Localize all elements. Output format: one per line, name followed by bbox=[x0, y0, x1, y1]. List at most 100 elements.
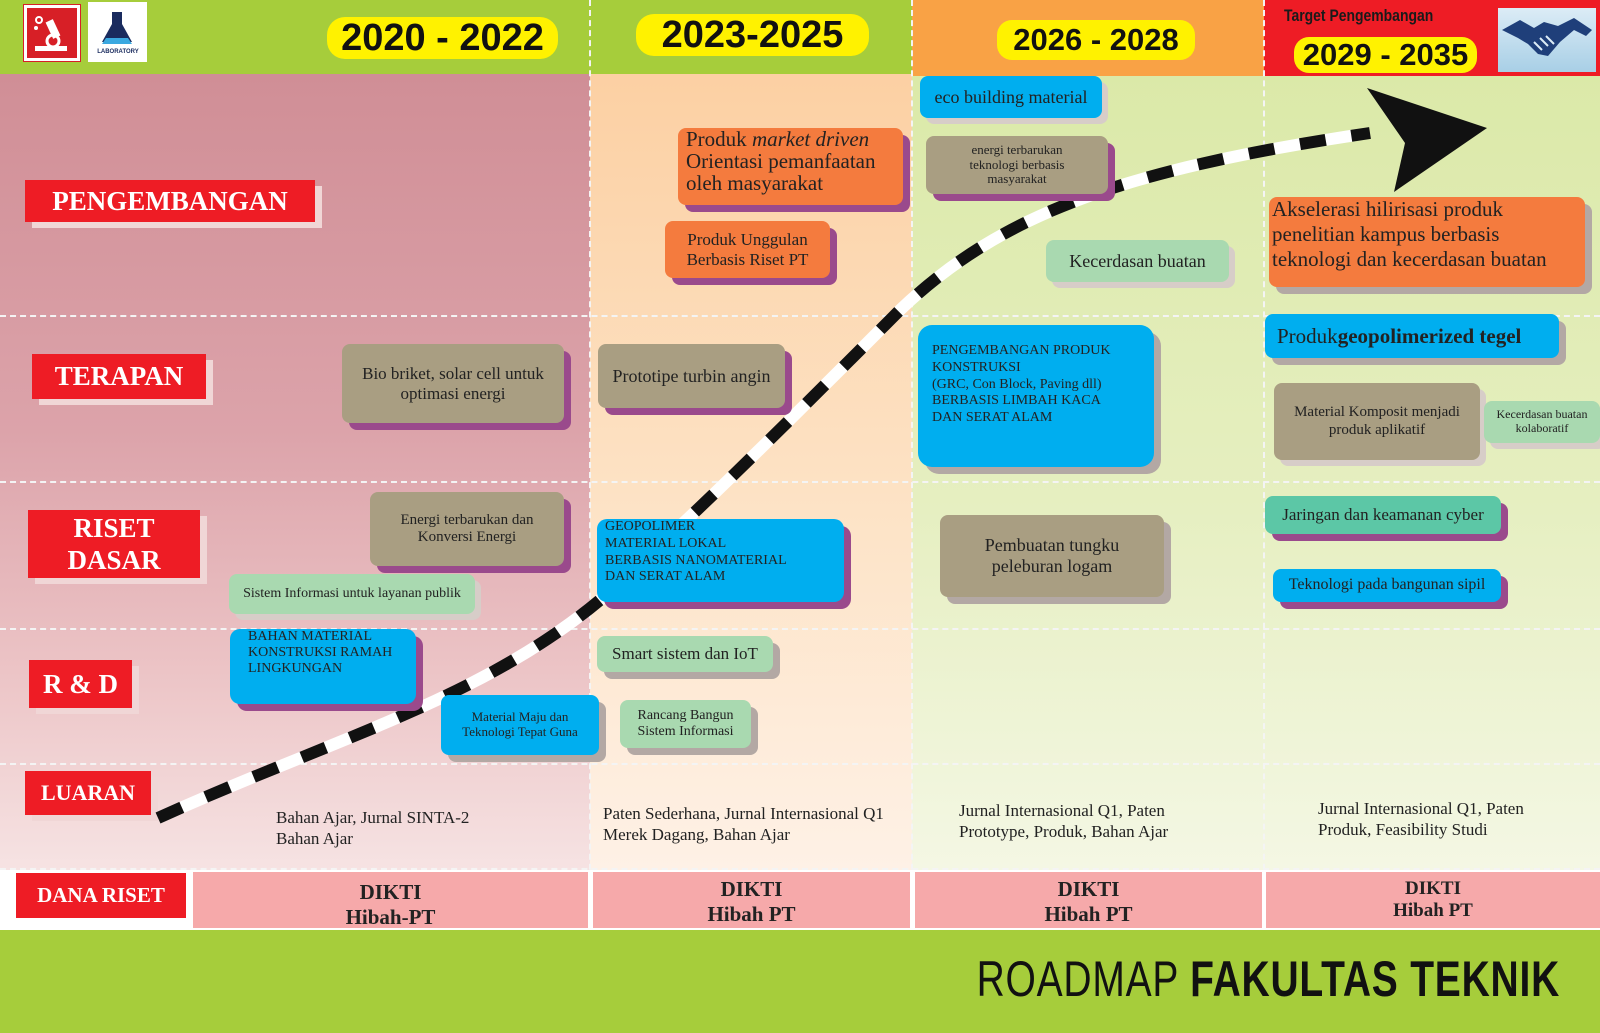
box-line: masyarakat bbox=[987, 171, 1047, 187]
dana-cell-2026-2028: DIKTI Hibah PT bbox=[915, 872, 1262, 928]
luaran-2026-2028: Jurnal Internasional Q1, Paten Prototype… bbox=[959, 800, 1168, 842]
row-label-rnd: R & D bbox=[29, 660, 132, 708]
box-pengembangan-produk: PENGEMBANGAN PRODUK KONSTRUKSI (GRC, Con… bbox=[918, 325, 1154, 467]
luaran-line: Produk, Feasibility Studi bbox=[1318, 820, 1488, 839]
row-divider bbox=[0, 763, 1600, 765]
laboratory-logo: LABORATORY bbox=[88, 2, 147, 62]
box-geopolimerized-tegel: Produk geopolimerized tegel bbox=[1265, 314, 1559, 358]
luaran-line: Merek Dagang, Bahan Ajar bbox=[603, 825, 790, 844]
box-line: teknologi berbasis bbox=[969, 156, 1065, 172]
box-prototipe-turbin: Prototipe turbin angin bbox=[598, 344, 785, 408]
luaran-line: Bahan Ajar, Jurnal SINTA-2 bbox=[276, 808, 470, 827]
box-text: Produk bbox=[686, 127, 752, 151]
box-line: KONSTRUKSI bbox=[932, 359, 1021, 375]
box-produk-unggulan: Produk Unggulan Berbasis Riset PT bbox=[665, 221, 830, 278]
footer-title-bold: FAKULTAS TEKNIK bbox=[1190, 951, 1560, 1007]
column-divider bbox=[911, 0, 913, 930]
box-line: oleh masyarakat bbox=[686, 171, 824, 196]
box-text-italic: market driven bbox=[751, 127, 870, 151]
luaran-line: Paten Sederhana, Jurnal Internasional Q1 bbox=[603, 804, 884, 823]
column-divider bbox=[1263, 0, 1265, 930]
luaran-line: Bahan Ajar bbox=[276, 829, 353, 848]
luaran-line: Prototype, Produk, Bahan Ajar bbox=[959, 822, 1169, 841]
column-divider bbox=[589, 0, 591, 930]
box-line: BAHAN MATERIAL bbox=[248, 629, 373, 644]
box-line: Energi terbarukan dan bbox=[400, 511, 534, 528]
footer-title-light: ROADMAP bbox=[976, 951, 1179, 1007]
box-line: Kecerdasan buatan bbox=[1496, 407, 1588, 422]
dana-source: DIKTI bbox=[1057, 877, 1120, 901]
box-line: kolaboratif bbox=[1515, 421, 1569, 435]
box-line: energi terbarukan bbox=[971, 141, 1063, 157]
dana-grant: Hibah PT bbox=[1044, 902, 1133, 926]
box-line: Rancang Bangun bbox=[637, 707, 734, 723]
box-line: DAN SERAT ALAM bbox=[932, 410, 1053, 426]
box-energi-masyarakat: energi terbarukan teknologi berbasis mas… bbox=[926, 136, 1108, 194]
dana-source: DIKTI bbox=[720, 877, 783, 901]
box-line: PENGEMBANGAN PRODUK bbox=[932, 343, 1111, 358]
box-akselerasi-hilirisasi: Akselerasi hilirisasi produk penelitian … bbox=[1269, 197, 1585, 287]
box-material-maju: Material Maju dan Teknologi Tepat Guna bbox=[441, 695, 599, 755]
box-line: (GRC, Con Block, Paving dll) bbox=[932, 376, 1102, 392]
footer-bar bbox=[0, 930, 1600, 1033]
box-bio-briket: Bio briket, solar cell untuk optimasi en… bbox=[342, 344, 564, 423]
row-divider bbox=[0, 628, 1600, 630]
box-line: GEOPOLIMER bbox=[605, 519, 696, 534]
row-divider bbox=[0, 868, 1600, 870]
box-line: KONSTRUKSI RAMAH bbox=[248, 645, 393, 661]
box-text-bold: geopolimerized tegel bbox=[1337, 323, 1522, 348]
box-line: BERBASIS NANOMATERIAL bbox=[605, 552, 787, 568]
dana-grant: Hibah PT bbox=[707, 902, 796, 926]
box-kecerdasan-buatan: Kecerdasan buatan bbox=[1046, 240, 1229, 282]
dana-source: DIKTI bbox=[359, 880, 422, 904]
box-line: produk aplikatif bbox=[1328, 421, 1426, 438]
row-label-luaran: LUARAN bbox=[25, 771, 151, 815]
box-kecerdasan-kolaboratif: Kecerdasan buatan kolaboratif bbox=[1484, 401, 1600, 443]
luaran-line: Jurnal Internasional Q1, Paten bbox=[1318, 799, 1524, 818]
box-line: teknologi dan kecerdasan buatan bbox=[1272, 247, 1547, 272]
box-line: Bio briket, solar cell untuk bbox=[362, 363, 544, 383]
row-label-pengembangan: PENGEMBANGAN bbox=[25, 180, 315, 222]
luaran-line: Jurnal Internasional Q1, Paten bbox=[959, 801, 1165, 820]
dana-cell-2029-2035: DIKTI Hibah PT bbox=[1266, 872, 1600, 928]
box-line: Material Maju dan bbox=[471, 709, 569, 725]
box-line: Sistem Informasi bbox=[637, 724, 734, 739]
box-line: DAN SERAT ALAM bbox=[605, 569, 726, 585]
box-line: Material Komposit menjadi bbox=[1294, 404, 1460, 421]
box-bahan-material: BAHAN MATERIAL KONSTRUKSI RAMAH LINGKUNG… bbox=[230, 629, 416, 704]
box-material-komposit: Material Komposit menjadi produk aplikat… bbox=[1274, 383, 1480, 460]
row-divider bbox=[0, 315, 1600, 317]
box-sistem-informasi: Sistem Informasi untuk layanan publik bbox=[229, 574, 475, 614]
box-line: BERBASIS LIMBAH KACA bbox=[932, 393, 1101, 409]
target-label: Target Pengembangan bbox=[1284, 6, 1434, 25]
luaran-2023-2025: Paten Sederhana, Jurnal Internasional Q1… bbox=[603, 803, 884, 845]
box-line: Teknologi Tepat Guna bbox=[462, 724, 578, 739]
dana-source: DIKTI bbox=[1405, 878, 1461, 899]
row-label-riset: RISET bbox=[73, 513, 155, 543]
row-label-dana-riset: DANA RISET bbox=[16, 873, 186, 918]
box-jaringan-cyber: Jaringan dan keamanan cyber bbox=[1265, 496, 1501, 534]
box-line: MATERIAL LOKAL bbox=[605, 535, 727, 551]
box-line: Konversi Energi bbox=[417, 529, 517, 545]
box-line: penelitian kampus berbasis bbox=[1272, 222, 1500, 247]
box-tungku-peleburan: Pembuatan tungku peleburan logam bbox=[940, 515, 1164, 597]
box-line: optimasi energi bbox=[400, 383, 506, 403]
dana-cell-2020-2022: DIKTI Hibah-PT bbox=[193, 872, 588, 929]
microscope-icon bbox=[24, 5, 80, 61]
logo-text: LABORATORY bbox=[97, 49, 139, 55]
box-produk-market-driven: Produk market driven Orientasi pemanfaat… bbox=[678, 128, 903, 205]
box-smart-sistem: Smart sistem dan IoT bbox=[597, 636, 773, 672]
handshake-icon bbox=[1498, 8, 1596, 72]
box-line: Produk Unggulan bbox=[687, 229, 808, 249]
box-line: Akselerasi hilirisasi produk bbox=[1272, 197, 1503, 221]
column-2026-2028 bbox=[912, 72, 1264, 870]
box-rancang-bangun: Rancang Bangun Sistem Informasi bbox=[620, 700, 751, 748]
box-text: Produk bbox=[1277, 323, 1338, 348]
period-2020-2022: 2020 - 2022 bbox=[327, 17, 558, 59]
row-label-riset-dasar: RISET DASAR bbox=[28, 510, 200, 578]
dana-grant: Hibah PT bbox=[1393, 900, 1473, 921]
dana-cell-2023-2025: DIKTI Hibah PT bbox=[593, 872, 910, 928]
box-bangunan-sipil: Teknologi pada bangunan sipil bbox=[1273, 569, 1501, 602]
